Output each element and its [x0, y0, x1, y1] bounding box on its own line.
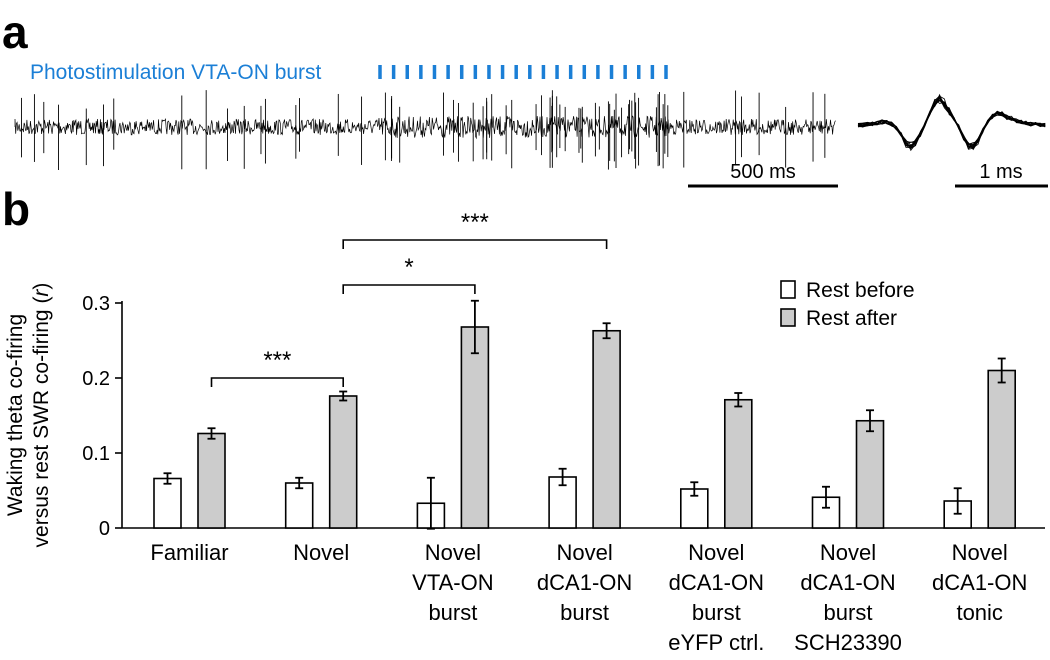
bar-rest-after	[855, 419, 885, 529]
legend-swatch	[780, 280, 796, 299]
spike-trace	[14, 90, 836, 170]
waveform-trace	[857, 99, 1046, 150]
panel-a-letter: a	[2, 6, 28, 58]
legend-label: Rest before	[806, 279, 915, 302]
bar-rest-before	[153, 477, 182, 529]
significance-bracket	[342, 239, 608, 249]
significance-bracket	[210, 377, 344, 387]
waveform-trace	[857, 100, 1046, 150]
significance-brackets: *******	[210, 209, 608, 387]
x-category-label: Novel dCA1-ON burst eYFP ctrl.	[668, 540, 764, 655]
bar-rest-after	[197, 432, 226, 529]
x-category-label: Familiar	[150, 540, 228, 565]
bar-rest-after	[723, 398, 753, 529]
trace-scale-label: 500 ms	[730, 161, 796, 183]
waveform-trace	[857, 98, 1046, 150]
significance-label: ***	[263, 347, 291, 374]
category-labels: Familiar Novel Novel VTA-ON burst Novel dCA1-O…	[150, 540, 1027, 655]
axes: 0 0.1 0.2 0.3	[82, 293, 1045, 540]
y-tick-label: 0	[99, 518, 110, 540]
spike-waveforms	[857, 93, 1046, 152]
x-category-label: Novel	[293, 540, 349, 565]
significance-bracket	[342, 284, 476, 294]
legend: Rest before Rest after	[780, 279, 915, 330]
significance-label: ***	[461, 209, 489, 236]
bar-rest-before	[284, 482, 314, 529]
significance-label: *	[404, 254, 413, 281]
legend-label: Rest after	[806, 307, 897, 330]
waveform-trace	[857, 99, 1046, 149]
bar-rest-after	[987, 369, 1017, 529]
x-category-label: Novel dCA1-ON tonic	[932, 540, 1027, 625]
panel-b-letter: b	[2, 183, 30, 235]
bar-rest-after	[592, 329, 621, 529]
stim-label: Photostimulation VTA-ON burst	[30, 61, 322, 84]
y-tick-label: 0.3	[82, 293, 110, 315]
waveform-scale-label: 1 ms	[979, 161, 1022, 183]
y-tick-label: 0.2	[82, 368, 110, 390]
x-category-label: Novel dCA1-ON burst SCH23390	[794, 540, 902, 655]
bars	[153, 299, 1017, 530]
y-axis-label-line2: versus rest SWR co-firing (r)	[30, 283, 53, 548]
x-category-label: Novel dCA1-ON burst	[537, 540, 632, 625]
bar-rest-after	[460, 326, 490, 529]
x-category-label: Novel VTA-ON burst	[412, 540, 493, 625]
stim-pulses	[378, 65, 668, 79]
waveform-trace	[857, 98, 1046, 148]
trace-noise	[14, 115, 836, 140]
bar-rest-after	[328, 395, 358, 529]
waveform-trace	[857, 100, 1046, 152]
y-axis-label-line1: Waking theta co-firing	[4, 314, 27, 516]
legend-swatch	[780, 308, 796, 327]
y-tick-label: 0.1	[82, 443, 110, 465]
